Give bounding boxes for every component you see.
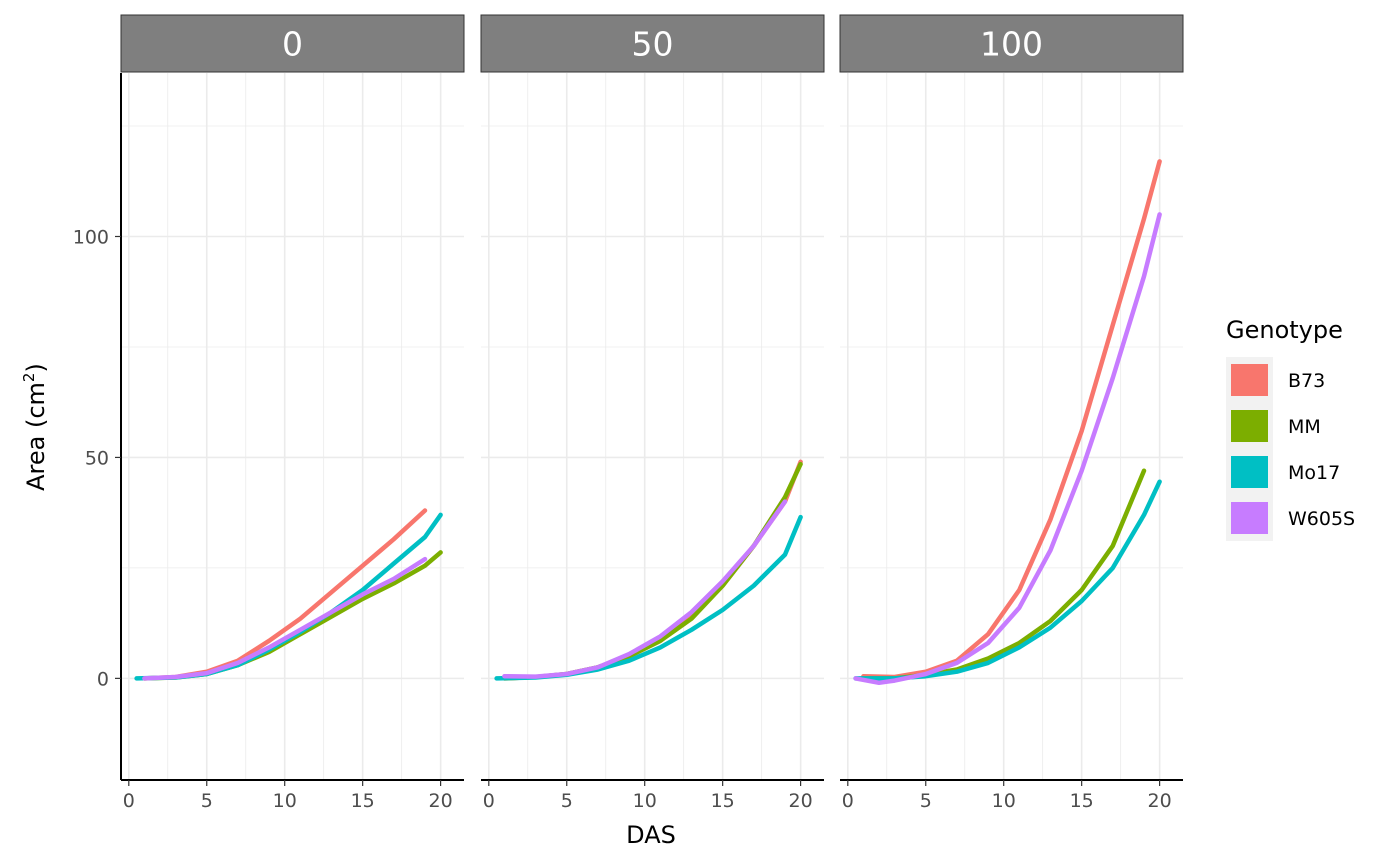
legend-label-b73: B73 [1288,370,1325,392]
axes-layer: 0 5 10 15 20 0 5 10 15 20 0 5 10 15 20 0 50 100 [73,73,1183,812]
panel-50: 50 [480,14,825,780]
x-tick-label: 20 [789,790,813,812]
grid [481,73,824,780]
fit-line-w605s [142,556,428,681]
x-tick-label: 0 [123,790,135,812]
x-tick-label: 20 [429,790,453,812]
legend-items: B73 MM Mo17 W605S [1226,357,1355,541]
x-tick-label: 15 [351,790,375,812]
fit-line-w605s [502,499,788,679]
y-axis-title: Area (cm2) [20,363,50,491]
legend-title: Genotype [1226,316,1343,344]
facet-strip [120,14,465,73]
legend-label-mm: MM [1288,416,1321,438]
legend-swatch-mm [1231,410,1268,442]
y-tick-label: 100 [73,226,109,248]
facet-strip-label: 50 [632,25,674,64]
x-tick-label: 10 [633,790,657,812]
y-axis-title-superscript: 2 [20,373,38,383]
x-tick-label: 15 [711,790,735,812]
panel-0: 0 [120,14,465,780]
grid [121,73,464,780]
fit-line-mm [142,550,443,681]
y-axis-title-suffix: ) [22,363,50,372]
grid [840,73,1183,780]
x-tick-label: 10 [992,790,1016,812]
x-tick-label: 20 [1148,790,1172,812]
facet-strip-label: 100 [980,25,1043,64]
legend-label-mo17: Mo17 [1288,462,1340,484]
facet-strip [839,14,1184,73]
fit-line-w605s [853,212,1162,686]
legend-label-w605s: W605S [1288,508,1355,530]
legend-swatch-b73 [1231,364,1268,396]
facet-strip [480,14,825,73]
y-tick-label: 50 [85,447,109,469]
panels-layer: 0 50 100 [120,14,1184,780]
x-tick-label: 0 [842,790,854,812]
legend-swatch-mo17 [1231,456,1268,488]
facet-strip-label: 0 [282,25,303,64]
fit-line-mm [502,461,803,681]
x-tick-label: 5 [561,790,573,812]
fit-line-b73 [861,159,1162,680]
x-tick-label: 5 [920,790,932,812]
panel-100: 100 [839,14,1184,780]
y-axis-title-text: Area (cm [22,382,50,491]
x-axis-title: DAS [626,821,676,849]
legend: Genotype B73 MM Mo17 W605S [1226,316,1355,541]
y-tick-label: 0 [97,668,109,690]
legend-swatch-w605s [1231,502,1268,534]
x-tick-label: 15 [1070,790,1094,812]
x-tick-label: 5 [201,790,213,812]
x-tick-label: 10 [273,790,297,812]
x-tick-label: 0 [483,790,495,812]
